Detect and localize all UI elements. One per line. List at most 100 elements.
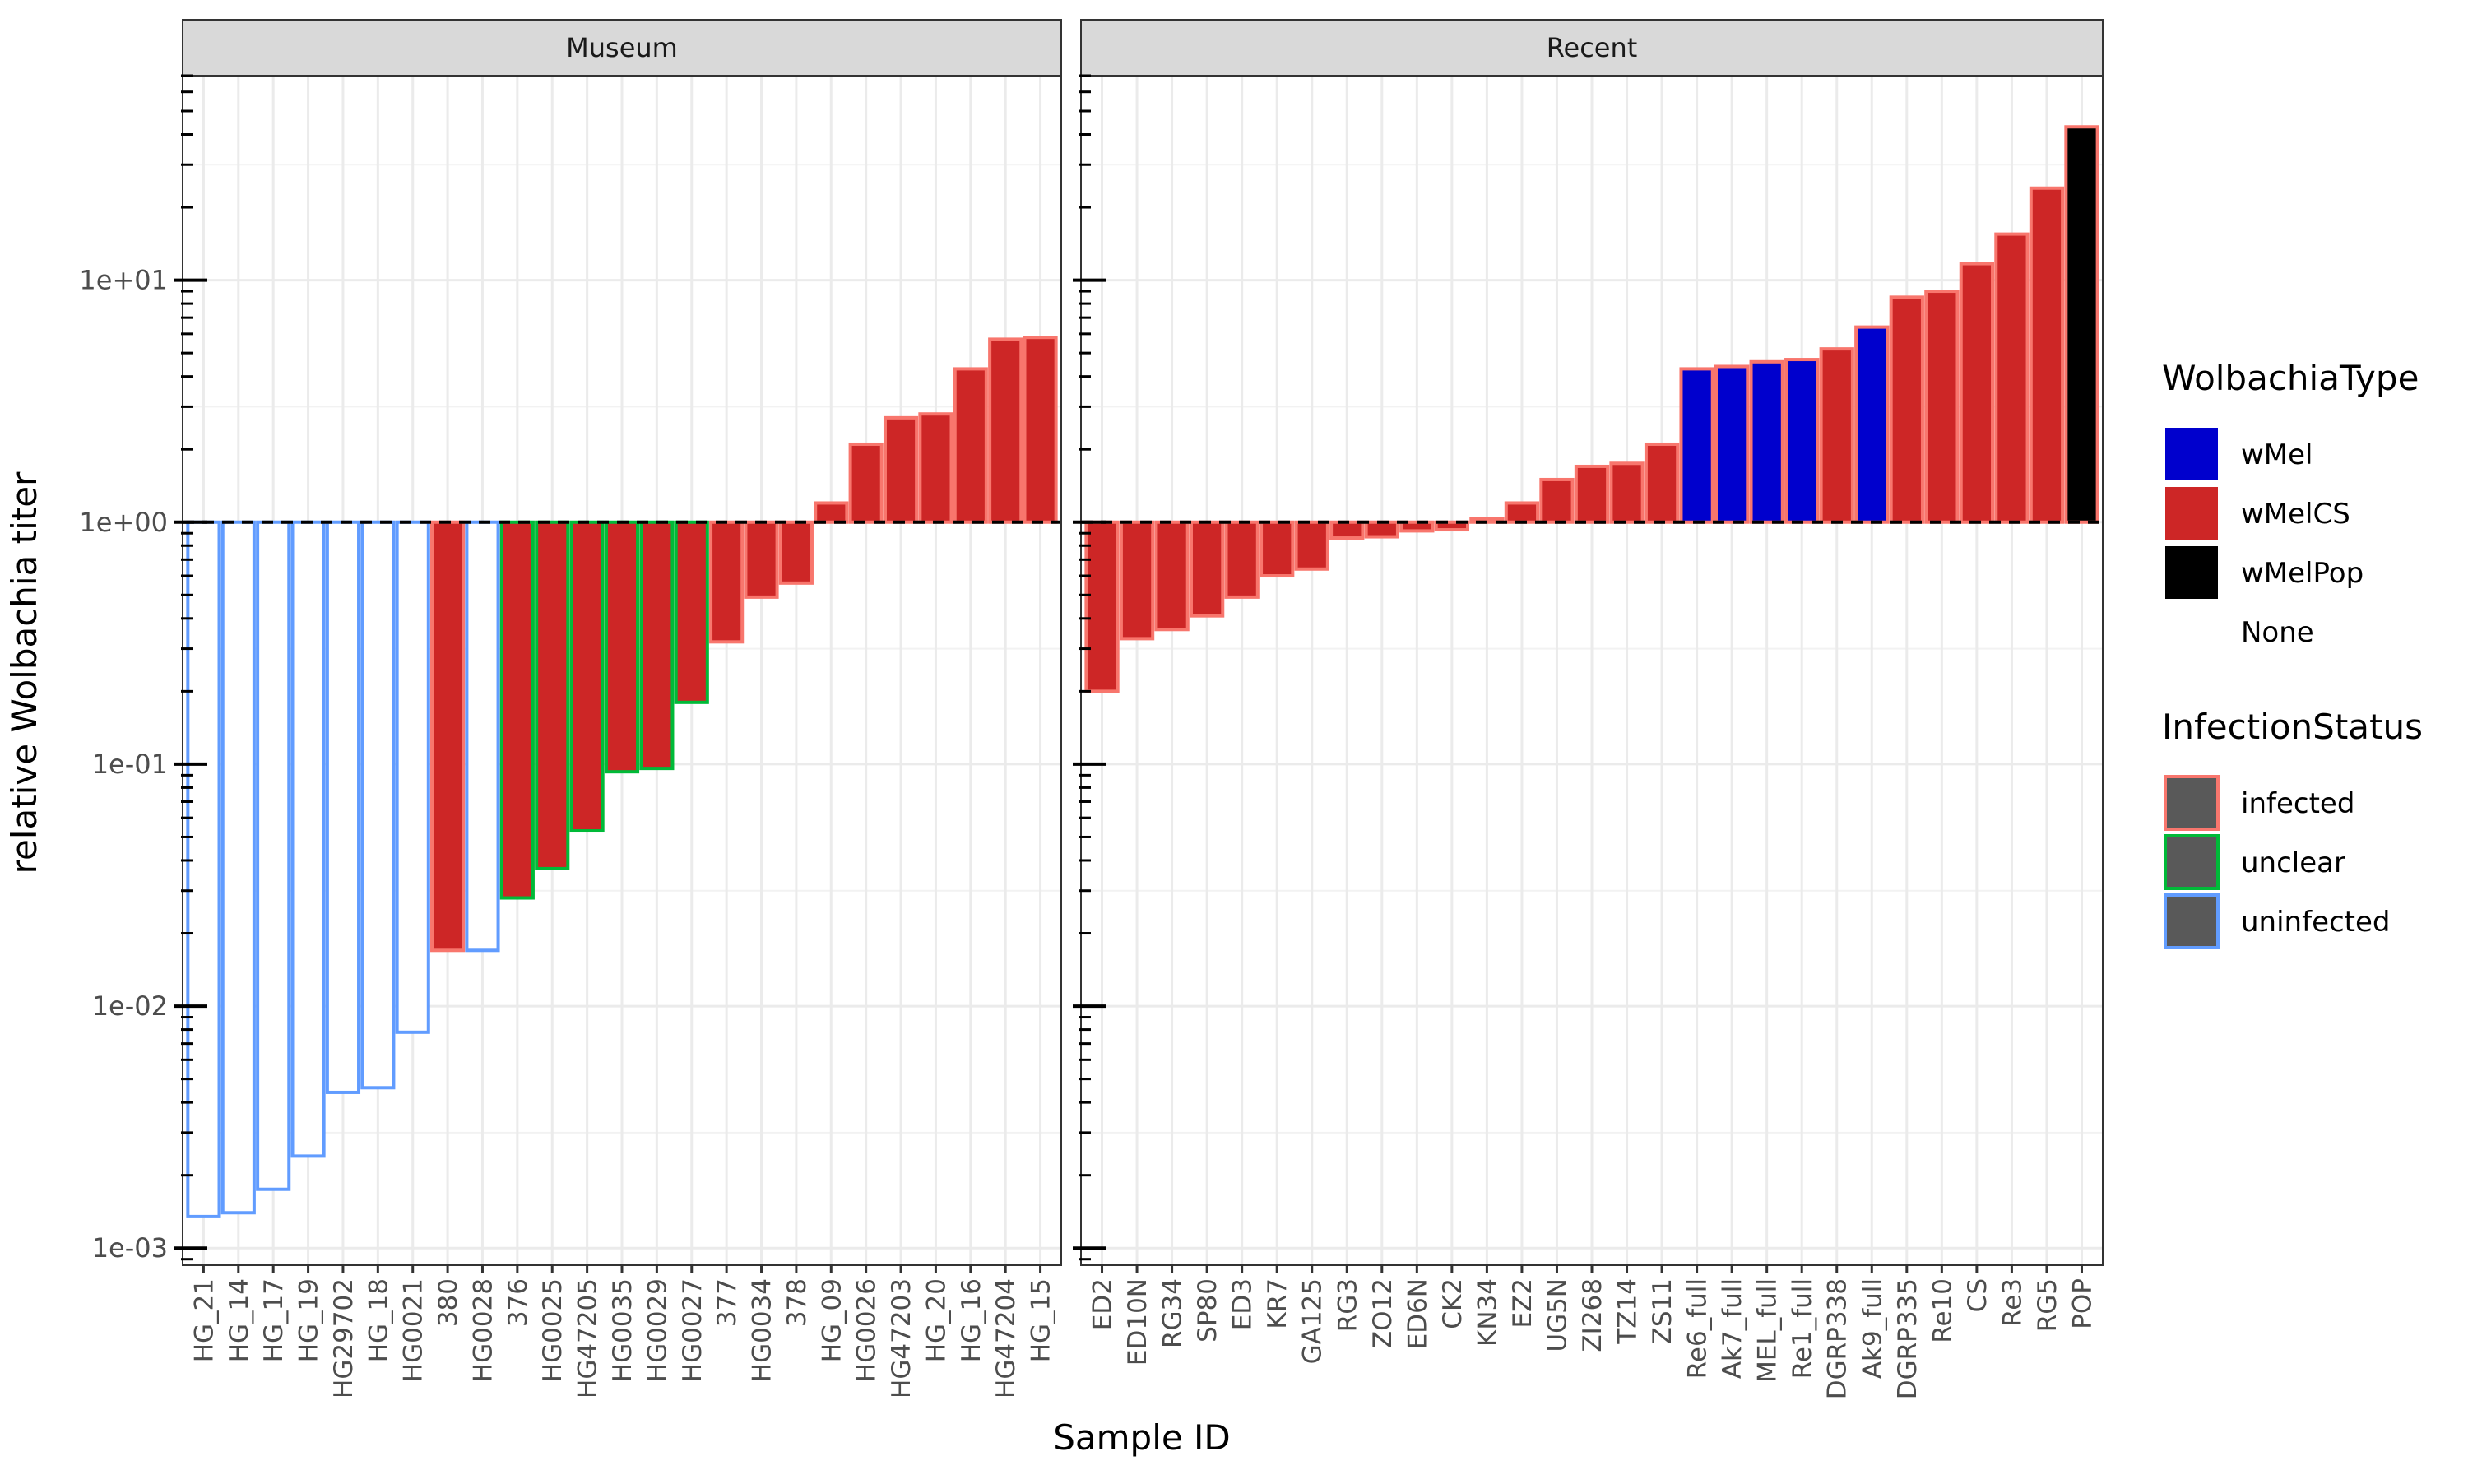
bar-TZ14 (1609, 461, 1645, 524)
y-tick-label: 1e+01 (79, 265, 168, 296)
x-tick-label: GA125 (1298, 1278, 1328, 1364)
y-axis-label: relative Wolbachia titer (4, 471, 44, 874)
bar-HG_14 (220, 520, 256, 1215)
bar-HG0028 (465, 520, 500, 953)
x-tick-label: Re6_full (1683, 1278, 1713, 1379)
bar-377 (709, 520, 745, 644)
x-tick-label: SP80 (1193, 1278, 1222, 1343)
bar-HG47204 (988, 337, 1023, 524)
x-tick-label: MEL_full (1753, 1278, 1783, 1383)
x-tick-label: HG47204 (991, 1278, 1021, 1398)
x-axis-label: Sample ID (1053, 1417, 1231, 1458)
y-tick-label: 1e-02 (92, 990, 168, 1022)
x-tick-label: POP (2067, 1278, 2097, 1329)
x-tick-label: Ak9_full (1858, 1278, 1887, 1379)
x-tick-label: DGRP338 (1823, 1278, 1853, 1399)
x-tick-label: HG_18 (364, 1278, 393, 1362)
bar-HG_20 (918, 412, 953, 524)
x-tick-label: 378 (782, 1278, 812, 1327)
bar-MEL_full (1749, 359, 1784, 524)
y-axis: 1e-03 1e-02 1e-01 1e+00 1e+01 (79, 265, 168, 1264)
x-tick-label: HG0035 (608, 1278, 638, 1382)
bar-RG3 (1329, 520, 1365, 540)
x-tick-label: DGRP335 (1893, 1278, 1923, 1399)
bar-CK2 (1434, 520, 1470, 532)
bar-HG0029 (639, 520, 675, 771)
x-tick-label: KN34 (1473, 1278, 1502, 1347)
bar-HG47203 (883, 415, 919, 524)
bar-HG47205 (569, 520, 605, 833)
x-tick-label: ED6N (1403, 1278, 1432, 1349)
bar-HG_21 (186, 520, 221, 1218)
legend-wolbachiatype: WolbachiaType wMel wMelCS wMelPop None (2162, 358, 2419, 649)
legend-entry-uninfected: uninfected (2241, 906, 2391, 939)
bar-ED2 (1084, 520, 1120, 693)
facet-strip-label: Museum (566, 32, 678, 63)
facet-strip (1080, 19, 2104, 77)
bar-ED3 (1224, 520, 1260, 599)
x-tick-label: HG47205 (573, 1278, 603, 1398)
x-tick-label: Re10 (1928, 1278, 1957, 1343)
bar-POP (2064, 125, 2099, 524)
bar-GA125 (1294, 520, 1329, 571)
legend-key-infected (2164, 775, 2220, 831)
bar-ZS11 (1644, 442, 1680, 524)
x-tick-label: HG29702 (329, 1278, 359, 1398)
x-tick-label: Re1_full (1788, 1278, 1817, 1379)
bar-ED10N (1119, 520, 1155, 641)
legend-entry-wmel: wMel (2241, 438, 2313, 471)
facet-strip (182, 19, 1062, 77)
legend-entry-unclear: unclear (2241, 846, 2345, 879)
x-tick-label: HG0025 (538, 1278, 568, 1382)
bar-HG29702 (325, 520, 361, 1094)
bar-Ak9_full (1854, 325, 1890, 524)
bar-ZO12 (1364, 520, 1399, 539)
legend-entry-none: None (2241, 616, 2314, 649)
x-tick-label: ED2 (1088, 1278, 1118, 1330)
x-tick-label: CS (1963, 1278, 1992, 1312)
bar-HG0025 (535, 520, 570, 870)
x-tick-label: ED10N (1123, 1278, 1153, 1366)
x-tick-label: ED3 (1228, 1278, 1258, 1330)
x-tick-label: HG0021 (399, 1278, 429, 1382)
bar-Ak7_full (1714, 364, 1750, 524)
x-tick-label: HG0026 (852, 1278, 882, 1382)
legends: WolbachiaType wMel wMelCS wMelPop None Infect… (2162, 358, 2423, 949)
bar-DGRP335 (1889, 295, 1924, 524)
x-tick-label: KR7 (1263, 1278, 1292, 1329)
x-tick-label: RG34 (1158, 1278, 1188, 1348)
bar-RG34 (1154, 520, 1190, 632)
bar-HG_17 (256, 520, 291, 1191)
legend-entry-wmelcs: wMelCS (2241, 498, 2350, 531)
bar-HG_09 (814, 501, 849, 524)
x-tick-label: CK2 (1438, 1278, 1468, 1329)
y-tick-label: 1e-03 (92, 1232, 168, 1264)
y-tick-label: 1e+00 (79, 507, 168, 538)
x-tick-label: HG_15 (1027, 1278, 1056, 1362)
bar-HG0026 (848, 442, 884, 524)
legend-key-wmel (2165, 428, 2218, 480)
bar-HG0021 (395, 520, 430, 1034)
bar-SP80 (1189, 520, 1225, 618)
bar-HG_16 (953, 367, 988, 524)
bar-HG0034 (744, 520, 779, 599)
x-tick-label: HG47203 (887, 1278, 916, 1398)
x-tick-label: HG0028 (468, 1278, 498, 1382)
x-tick-label: ZS11 (1648, 1278, 1677, 1344)
y-tick-label: 1e-01 (92, 749, 168, 780)
bar-HG_19 (290, 520, 326, 1158)
bar-HG_18 (360, 520, 396, 1090)
x-tick-label: HG0029 (643, 1278, 672, 1382)
x-tick-label: HG_17 (259, 1278, 289, 1362)
x-tick-label: UG5N (1542, 1278, 1572, 1352)
legend-entry-wmelpop: wMelPop (2241, 557, 2364, 590)
x-tick-label: RG5 (2033, 1278, 2062, 1332)
legend-key-wmelpop (2165, 546, 2218, 599)
bar-380 (430, 520, 466, 953)
bar-376 (499, 520, 535, 900)
bar-EZ2 (1504, 501, 1540, 524)
x-tick-label: HG0034 (748, 1278, 777, 1382)
